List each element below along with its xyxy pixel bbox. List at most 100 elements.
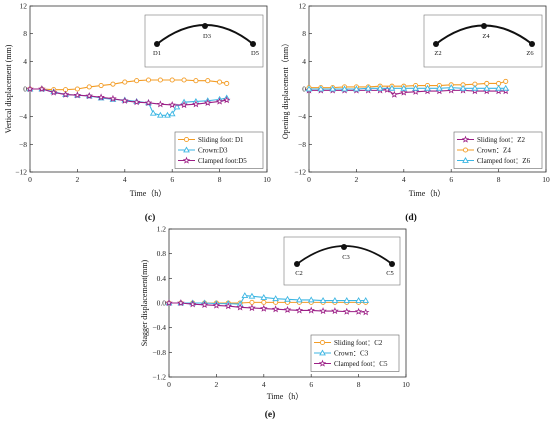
data-point — [307, 306, 315, 314]
series-group — [26, 77, 231, 118]
y-tick-label: 0 — [302, 85, 306, 94]
data-point — [110, 81, 116, 87]
data-point — [319, 339, 326, 346]
data-point — [248, 292, 256, 299]
data-point — [204, 98, 212, 107]
data-point — [134, 78, 140, 84]
y-tick-label: −4 — [19, 112, 27, 121]
data-point — [353, 85, 360, 92]
y-tick-label: −0.8 — [152, 348, 166, 357]
legend: Sliding foot：Z2 Crown：Z4 Clamped foot：Z6 — [453, 131, 543, 169]
data-point — [412, 84, 420, 91]
data-point — [97, 93, 105, 101]
data-point — [361, 308, 370, 316]
data-point — [260, 293, 268, 300]
data-point — [424, 84, 431, 91]
data-point — [502, 84, 510, 91]
data-point — [503, 78, 509, 84]
y-tick-label: 0 — [23, 85, 27, 94]
y-tick-label: −0.4 — [152, 323, 166, 332]
data-point — [462, 147, 469, 153]
x-tick-label: 10 — [402, 380, 410, 389]
data-point — [205, 78, 211, 84]
data-point — [73, 91, 82, 99]
data-point — [461, 135, 470, 143]
data-point — [471, 84, 479, 91]
x-tick-label: 4 — [262, 380, 266, 389]
data-point — [462, 156, 469, 163]
y-tick-label: 8 — [23, 29, 27, 38]
x-tick-label: 0 — [307, 175, 311, 184]
legend-entry: Crown：Z4 — [477, 147, 511, 155]
data-point — [249, 299, 255, 305]
data-point — [49, 88, 58, 96]
series-group — [165, 292, 370, 316]
data-point — [149, 109, 157, 116]
y-tick-label: 1.2 — [157, 225, 167, 234]
series-triangle — [26, 85, 231, 118]
data-point — [144, 98, 153, 107]
arch-node — [341, 244, 347, 250]
x-axis-title: Time（h） — [267, 392, 304, 401]
data-point — [343, 307, 351, 315]
chart-panel-c: 0 2 4 6 8 10 −12 −8 −4 0 4 8 12 Vertical displacemen… — [4, 2, 271, 224]
x-axis-title: Time（h） — [130, 189, 167, 198]
x-tick-label: 2 — [76, 175, 80, 184]
panel-label: (d) — [405, 212, 417, 223]
data-point — [447, 84, 455, 91]
data-point — [354, 307, 363, 315]
legend-entry: Clamped foot:D5 — [198, 157, 247, 165]
data-point — [331, 307, 339, 315]
data-point — [390, 90, 399, 98]
data-point — [295, 306, 304, 314]
y-tick-label: 0.8 — [157, 249, 167, 258]
data-point — [188, 300, 197, 308]
x-axis-title: Time（h） — [409, 189, 446, 198]
x-tick-label: 0 — [167, 380, 171, 389]
chart-panel-d: 0 2 4 6 8 10 −12 −8 −4 0 4 8 12 Opening displacement… — [281, 2, 550, 224]
y-tick-label: 4 — [302, 57, 306, 66]
legend: Sliding foot: D1 Crown:D3 Clamped foot:D5 — [174, 131, 264, 169]
data-point — [241, 292, 249, 298]
data-point — [459, 84, 467, 91]
x-tick-label: 2 — [355, 175, 359, 184]
data-point — [181, 77, 187, 83]
arch-inset: C2 C3 C5 — [283, 236, 401, 286]
legend-entry: Sliding foot：Z2 — [477, 136, 526, 144]
arch-node — [529, 41, 535, 47]
data-point — [61, 90, 70, 98]
data-point — [271, 305, 280, 313]
data-point — [295, 296, 303, 303]
data-point — [318, 359, 327, 367]
data-point — [222, 96, 231, 104]
y-tick-label: −4 — [298, 112, 306, 121]
data-point — [193, 78, 199, 84]
x-tick-label: 8 — [357, 380, 361, 389]
data-point — [98, 82, 104, 89]
data-point — [85, 92, 93, 100]
legend-entry: Sliding foot: D1 — [198, 136, 244, 144]
legend-entry: Clamped foot：Z6 — [477, 157, 531, 165]
data-point — [224, 80, 230, 87]
series-group — [305, 78, 510, 98]
arch-label: Z2 — [434, 50, 441, 57]
series-triangle — [305, 84, 510, 92]
data-point — [319, 307, 327, 315]
data-point — [261, 299, 267, 305]
series-star — [165, 299, 370, 316]
y-axis-title: Stagger displacement(mm) — [140, 259, 149, 346]
arch-label: C5 — [386, 270, 394, 277]
data-point — [122, 79, 128, 85]
series-star — [26, 85, 231, 109]
axis-ticks: 0 2 4 6 8 10 −12 −8 −4 0 4 8 12 — [15, 2, 271, 185]
y-tick-label: 12 — [299, 2, 307, 11]
data-point — [156, 100, 165, 108]
x-tick-label: 6 — [170, 175, 174, 184]
arch-node — [481, 23, 487, 29]
data-point — [343, 297, 351, 303]
data-point — [305, 85, 313, 92]
data-point — [86, 84, 92, 90]
arch-inset: D1 D3 D5 — [144, 14, 264, 68]
data-point — [362, 297, 370, 303]
